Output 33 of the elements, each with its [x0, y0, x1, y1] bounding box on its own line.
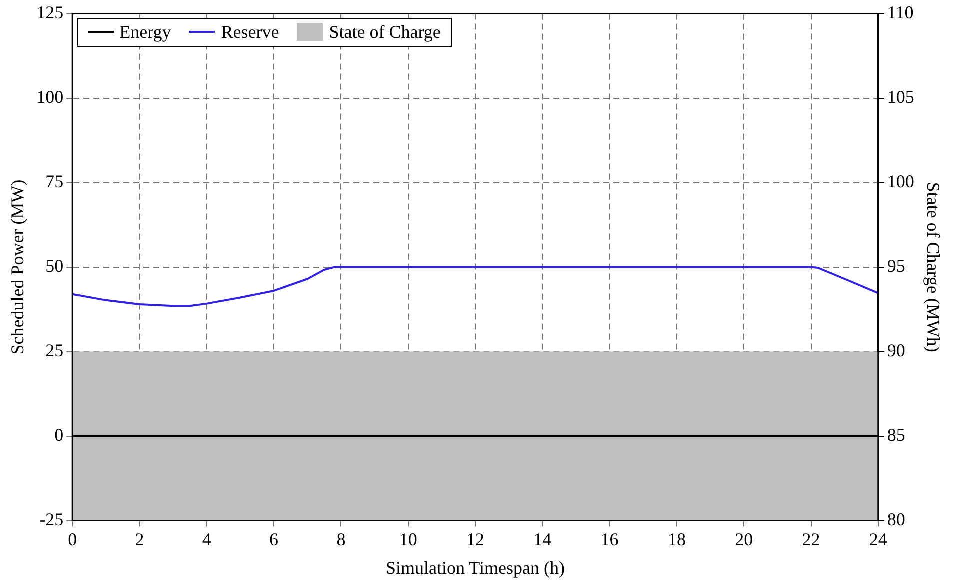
- y2-tick-label: 95: [887, 256, 906, 276]
- legend-label: Reserve: [221, 22, 280, 43]
- legend-label: Energy: [120, 22, 172, 43]
- x-tick-label: 6: [270, 529, 279, 550]
- y-axis-title: Scheduled Power (MW): [8, 180, 28, 355]
- x-tick-label: 24: [869, 529, 888, 550]
- y2-tick-label: 105: [887, 87, 914, 108]
- y2-tick-label: 110: [887, 2, 914, 23]
- x-tick-label: 10: [399, 529, 418, 550]
- y-tick-label: -25: [40, 510, 64, 530]
- x-tick-label: 12: [466, 529, 484, 550]
- x-tick-label: 22: [802, 529, 820, 550]
- x-tick-label: 8: [336, 529, 346, 550]
- x-tick-label: 4: [202, 529, 212, 550]
- y2-axis-title: State of Charge (MWh): [923, 182, 944, 352]
- legend-label: State of Charge: [329, 22, 441, 43]
- x-tick-label: 14: [534, 529, 552, 550]
- y-tick-label: 0: [54, 425, 64, 446]
- y-tick-label: 75: [46, 172, 64, 192]
- x-tick-label: 2: [135, 529, 144, 550]
- y2-tick-label: 90: [887, 340, 906, 361]
- y2-tick-label: 80: [887, 510, 906, 530]
- x-tick-label: 20: [735, 529, 754, 550]
- y-tick-label: 100: [36, 87, 64, 108]
- x-axis-title: Simulation Timespan (h): [386, 558, 566, 578]
- y-tick-label: 125: [36, 2, 64, 23]
- y2-tick-label: 100: [887, 172, 914, 192]
- y-tick-label: 50: [46, 256, 64, 276]
- y-tick-label: 25: [46, 340, 64, 361]
- y2-tick-label: 85: [887, 425, 906, 446]
- x-tick-label: 0: [68, 529, 78, 550]
- x-tick-label: 18: [668, 529, 686, 550]
- x-tick-label: 16: [600, 529, 619, 550]
